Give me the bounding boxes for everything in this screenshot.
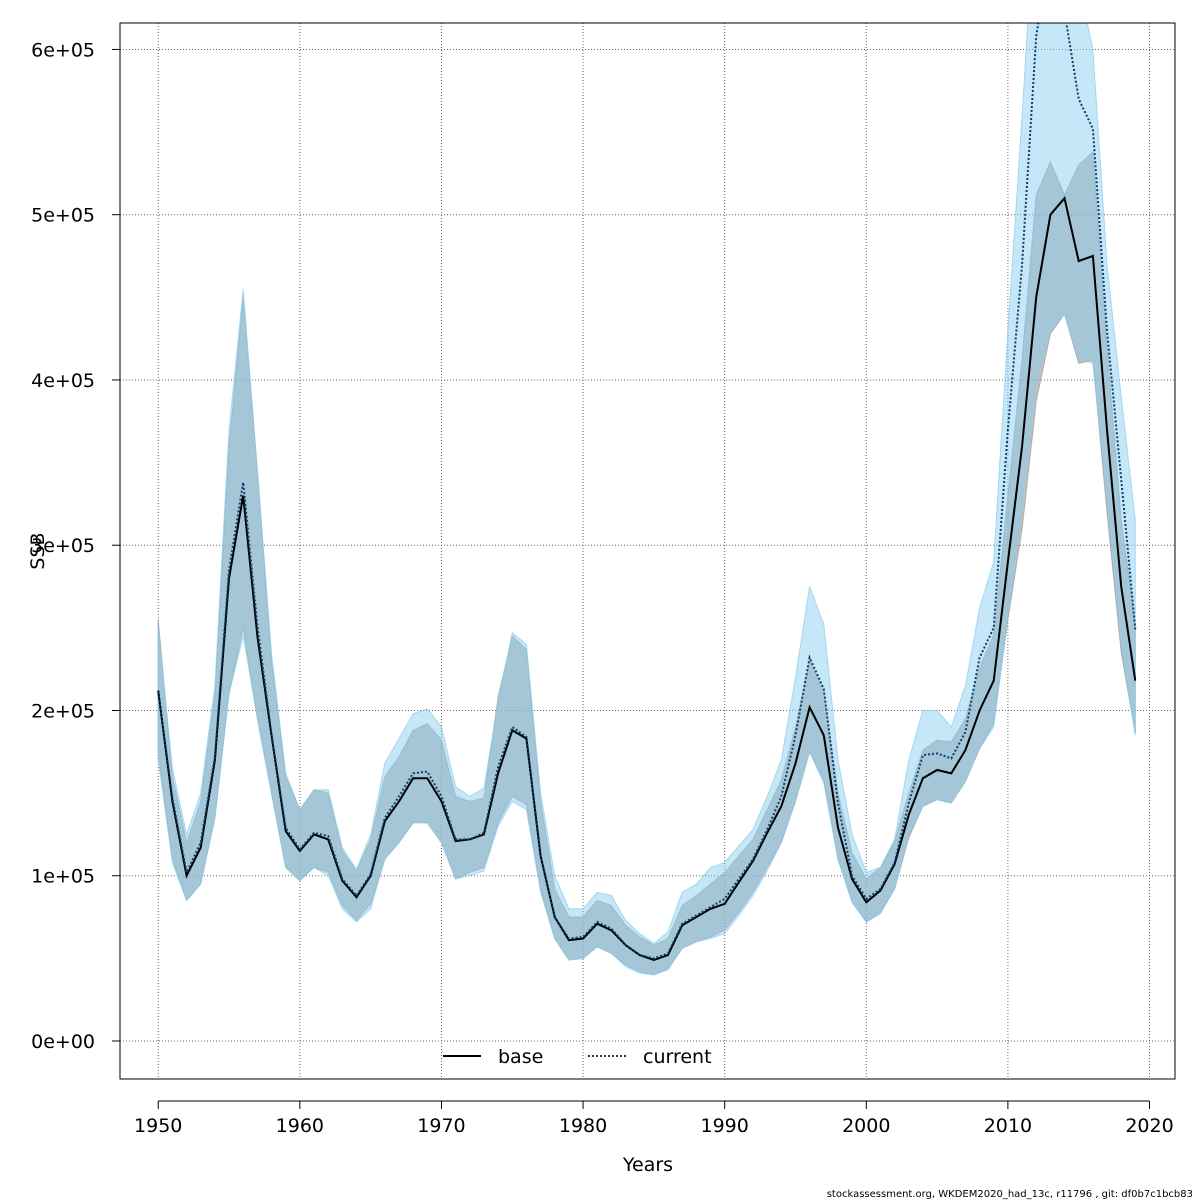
x-tick-label-2000: 2000	[842, 1115, 890, 1137]
x-tick-label-1970: 1970	[417, 1115, 465, 1137]
x-tick-label-1950: 1950	[134, 1115, 182, 1137]
y-tick-label-300000: 3e+05	[31, 535, 95, 557]
series-line-base	[157, 196, 1137, 962]
x-tick-label-1960: 1960	[276, 1115, 324, 1137]
footer-credit: stockassessment.org, WKDEM2020_had_13c, …	[827, 1189, 1193, 1200]
y-tick-label-600000: 6e+05	[31, 39, 95, 61]
x-axis-title: Years	[622, 1154, 673, 1176]
x-tick-label-2020: 2020	[1125, 1115, 1173, 1137]
legend: base current	[443, 1046, 712, 1068]
y-tick-label-100000: 1e+05	[31, 866, 95, 888]
plot-frame	[119, 22, 1176, 1080]
x-tick-label-1980: 1980	[559, 1115, 607, 1137]
series-lines	[157, 23, 1137, 962]
legend-label-current: current	[643, 1046, 712, 1068]
y-tick-label-200000: 2e+05	[31, 700, 95, 722]
y-axis-title: SSB	[27, 532, 49, 569]
x-tick-label-2010: 2010	[984, 1115, 1032, 1137]
axes: 1950 1960 1970 1980 1990 2000 2010 2020 0e+00 1e+…	[31, 39, 1174, 1137]
y-tick-label-400000: 4e+05	[31, 370, 95, 392]
y-tick-label-500000: 5e+05	[31, 205, 95, 227]
x-tick-label-1990: 1990	[700, 1115, 748, 1137]
series-line-current	[157, 23, 1137, 960]
y-tick-label-0: 0e+00	[31, 1031, 95, 1053]
legend-label-base: base	[498, 1046, 543, 1068]
confidence-bands	[157, 23, 1136, 976]
confidence-band-current	[157, 23, 1136, 976]
